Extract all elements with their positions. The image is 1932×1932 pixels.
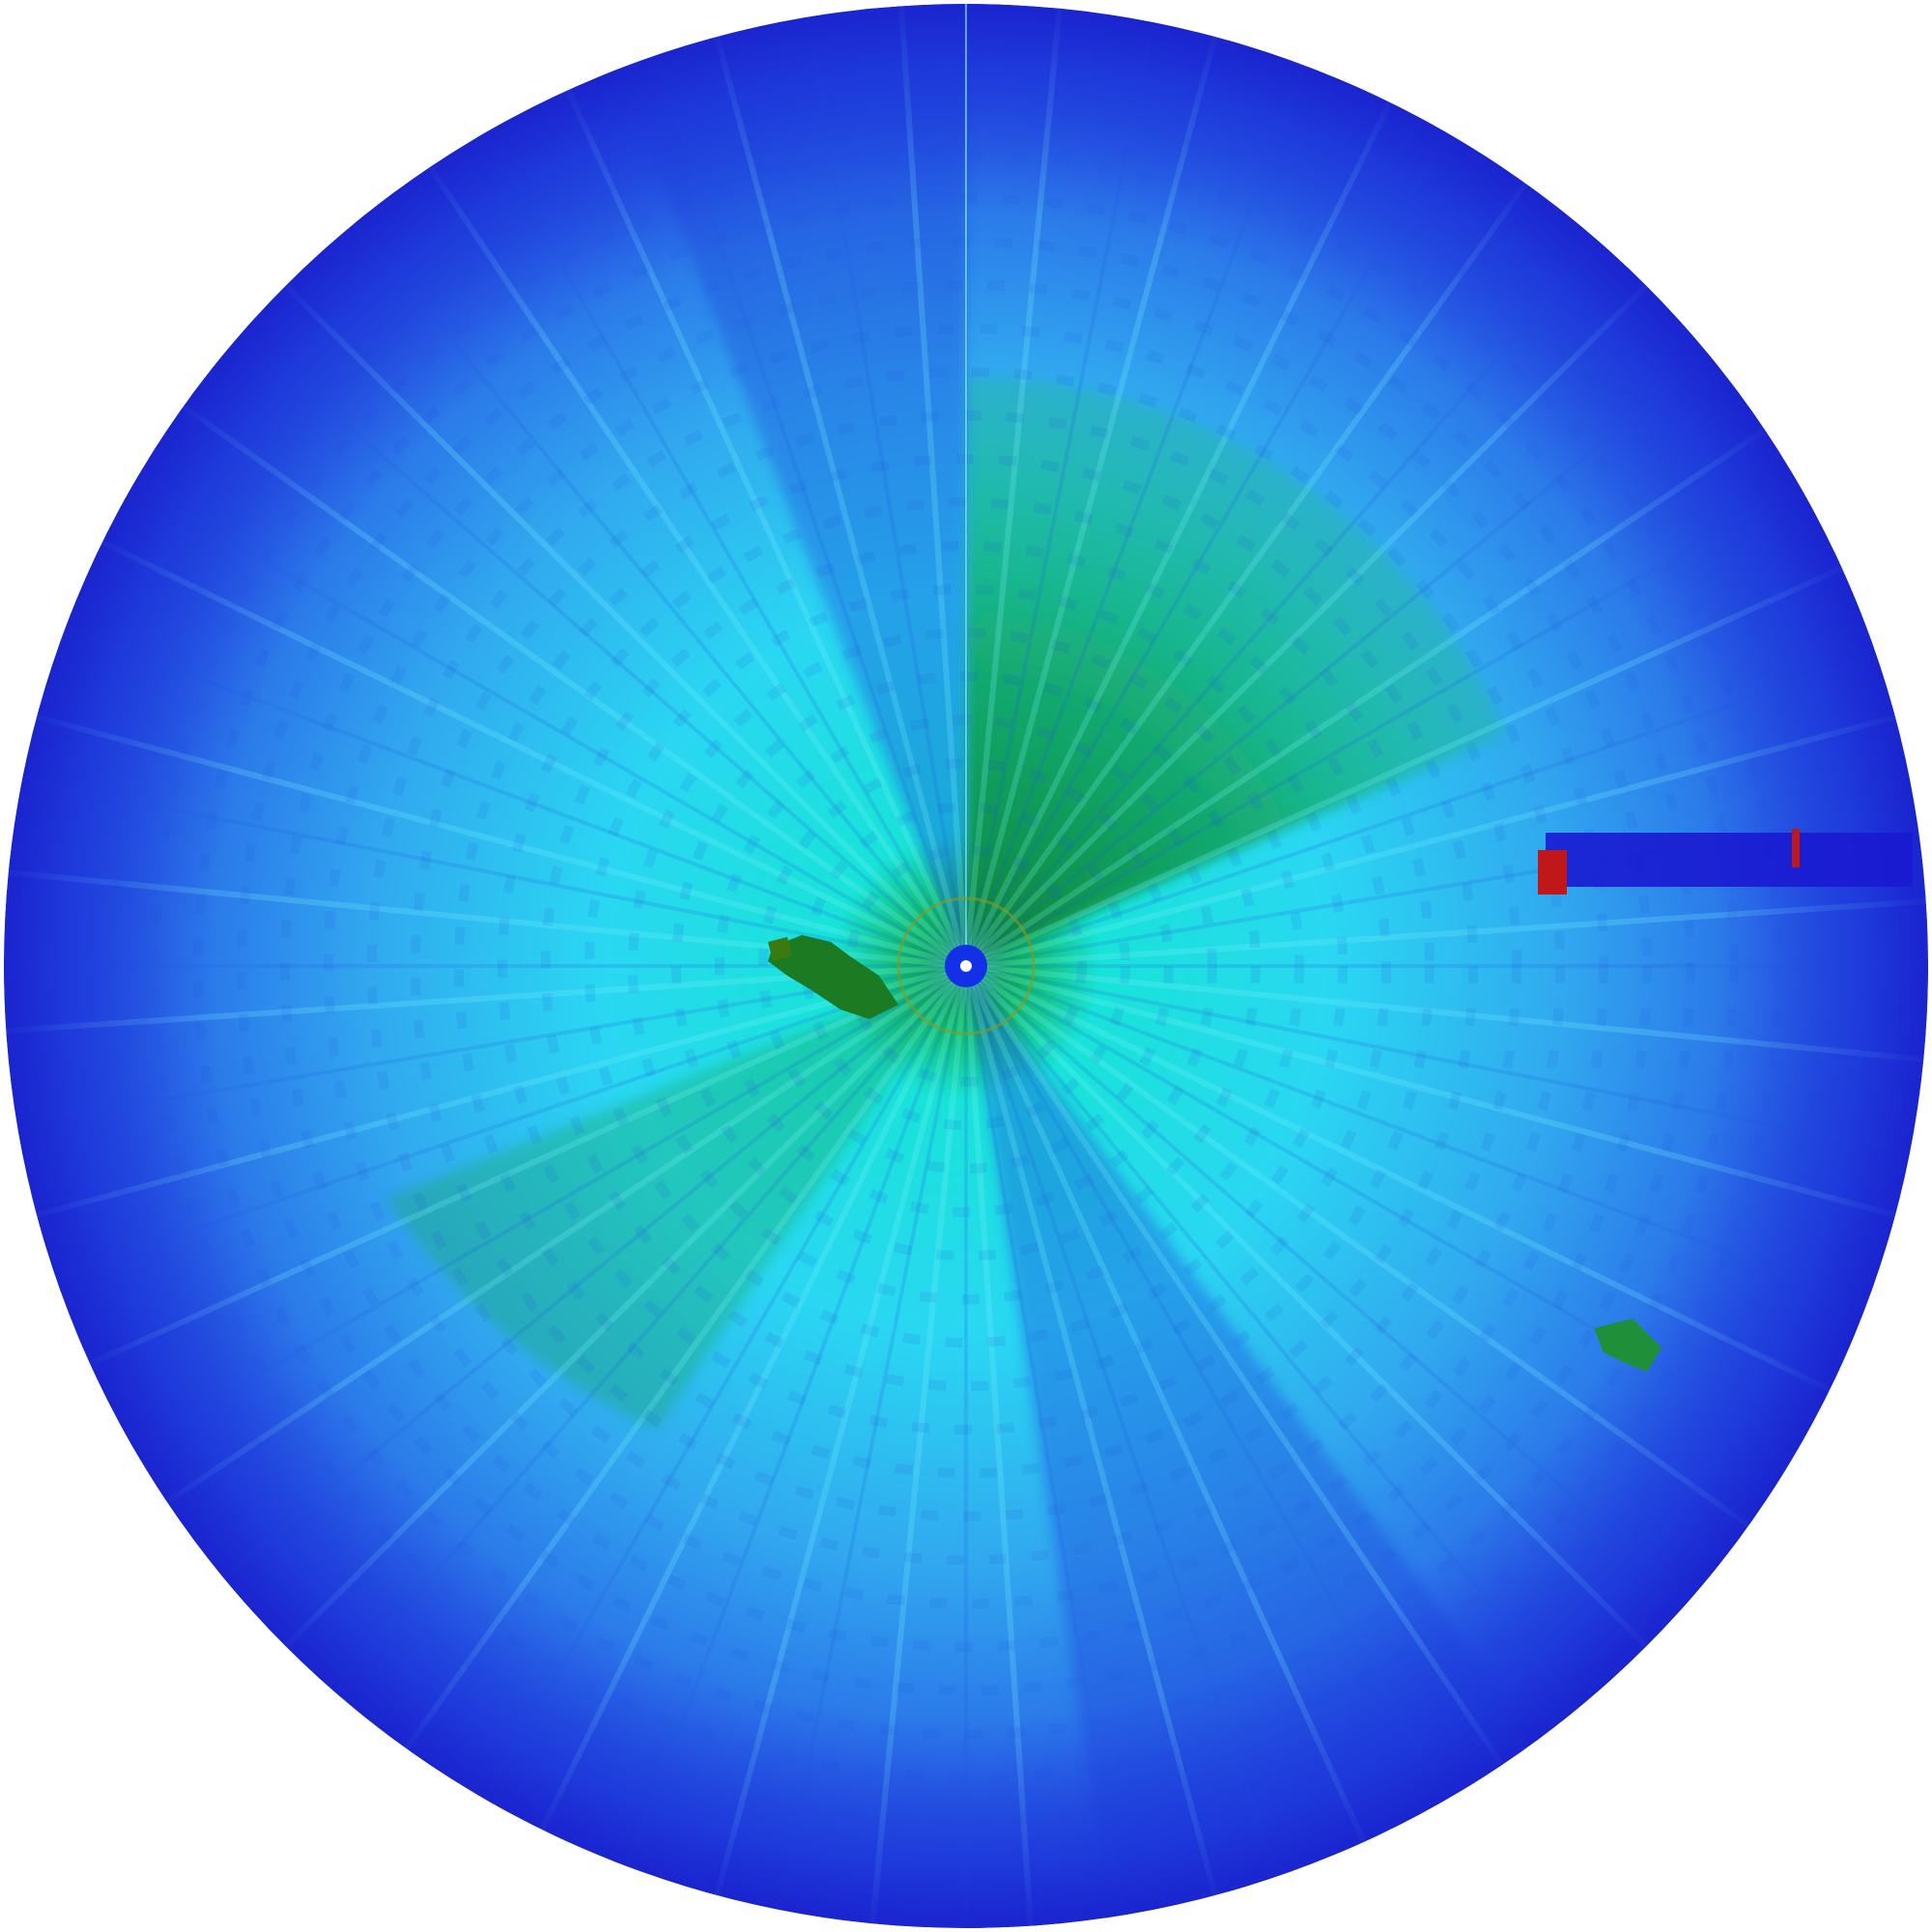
green-patch-west [768,935,898,1019]
strong-return-east [1538,850,1567,895]
inner-range-ring [896,896,1036,1036]
radar-center-dot [960,960,972,972]
green-patch-southeast [1594,1319,1662,1372]
green-patch-west-fragment [768,937,792,961]
strong-return-east-small [1792,829,1800,867]
dark-streak-east [1546,833,1913,887]
